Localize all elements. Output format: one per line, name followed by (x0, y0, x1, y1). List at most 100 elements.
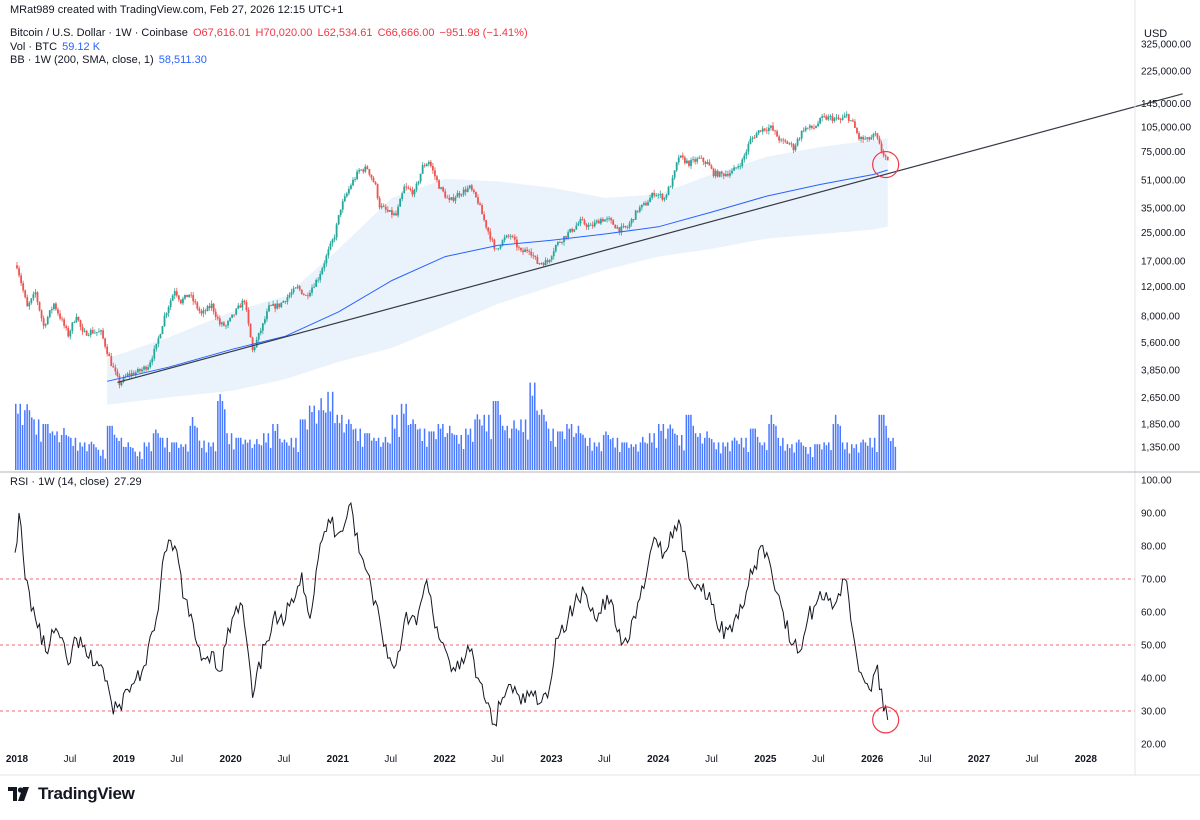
volume-bar (191, 417, 194, 470)
price-candle (462, 186, 465, 197)
rsi-tick-label: 80.00 (1141, 542, 1166, 553)
volume-bar (534, 382, 536, 470)
volume-bar (540, 409, 543, 470)
candle-body (548, 259, 551, 263)
price-candle (796, 137, 799, 147)
currency-label[interactable]: USD (1144, 28, 1168, 40)
candle-body (282, 301, 285, 303)
candle-body (507, 235, 510, 237)
price-candle (741, 157, 744, 169)
price-candle (509, 234, 512, 240)
price-candle (542, 261, 545, 267)
candle-body (884, 155, 887, 157)
price-candle (147, 364, 150, 371)
price-candle (358, 167, 361, 174)
price-candle (554, 244, 557, 253)
price-candle (765, 127, 768, 135)
price-candle (770, 124, 772, 131)
price-candle (821, 113, 824, 122)
price-candle (143, 365, 145, 373)
volume-legend[interactable]: Vol · BTC 59.12 K (10, 41, 102, 53)
price-candle (81, 323, 84, 335)
time-tick-label: 2028 (1075, 754, 1098, 765)
candle-body (73, 322, 76, 323)
candle-body (388, 210, 391, 212)
price-candle (839, 117, 842, 124)
candle-body (612, 220, 615, 225)
volume-bar (469, 428, 472, 470)
price-candle (274, 303, 277, 313)
time-tick-label: 2020 (220, 754, 243, 765)
price-candle (188, 294, 190, 298)
price-candle (122, 374, 125, 384)
candle-body (616, 227, 619, 229)
price-candle (634, 209, 637, 220)
candle-body (696, 158, 699, 162)
candle-body (347, 188, 350, 194)
volume-bar (104, 458, 106, 470)
candle-body (272, 304, 274, 306)
candle-body (253, 347, 256, 351)
volume-bar (111, 425, 113, 470)
candle-body (808, 125, 811, 128)
trendline-path[interactable] (117, 93, 1183, 384)
candle-body (431, 166, 434, 171)
volume-bar (214, 451, 217, 470)
volume-bar (754, 428, 756, 470)
price-candle (407, 185, 410, 190)
candle-body (860, 136, 862, 140)
candle-body (79, 320, 82, 327)
candle-body (220, 322, 223, 325)
volume-bar (625, 442, 628, 470)
price-candle (811, 125, 813, 130)
candle-body (835, 117, 838, 119)
price-candle (491, 236, 494, 243)
price-candle (139, 368, 141, 374)
volume-bar (579, 433, 582, 470)
volume-bar (793, 452, 795, 470)
volume-bar (821, 449, 823, 470)
candle-body (241, 300, 244, 308)
candle-body (669, 186, 672, 188)
price-candle (724, 170, 727, 178)
price-candle (464, 186, 467, 196)
candle-body (483, 214, 486, 221)
volume-bar (288, 445, 290, 470)
candle-body (823, 116, 826, 118)
volume-bar (175, 442, 178, 470)
candle-body (727, 174, 729, 176)
candle-body (747, 144, 750, 152)
candle-body (628, 223, 631, 228)
trendline[interactable] (117, 93, 1183, 384)
volume-bar (557, 431, 559, 470)
candle-body (223, 322, 225, 326)
candle-body (130, 372, 133, 376)
price-candle (561, 241, 563, 245)
candle-body (177, 295, 180, 300)
price-candle (792, 143, 795, 154)
volume-bar (823, 442, 825, 470)
price-candle (483, 211, 486, 222)
volume-bar (433, 431, 435, 470)
candle-body (806, 127, 809, 129)
candle-body (796, 139, 799, 146)
volume-bar (377, 437, 380, 470)
bb-legend[interactable]: BB · 1W (200, SMA, close, 1) 58,511.30 (10, 54, 209, 66)
price-candle (141, 367, 143, 374)
volume-bar (256, 439, 258, 470)
price-candle (413, 188, 416, 198)
price-candle (722, 172, 725, 180)
rsi-legend[interactable]: RSI · 1W (14, close) 27.29 (10, 476, 144, 488)
symbol-legend[interactable]: Bitcoin / U.S. Dollar · 1W · Coinbase O6… (10, 27, 530, 39)
volume-bar (361, 446, 364, 470)
volume-bar (125, 447, 127, 470)
candle-body (493, 239, 496, 249)
volume-bar (184, 444, 187, 470)
candle-body (384, 206, 387, 210)
candle-body (622, 225, 625, 227)
created-by-label: MRat989 created with TradingView.com, Fe… (10, 4, 344, 16)
price-candle (159, 333, 162, 339)
volume-bar (462, 449, 465, 470)
rsi-tick-label: 60.00 (1141, 608, 1166, 619)
